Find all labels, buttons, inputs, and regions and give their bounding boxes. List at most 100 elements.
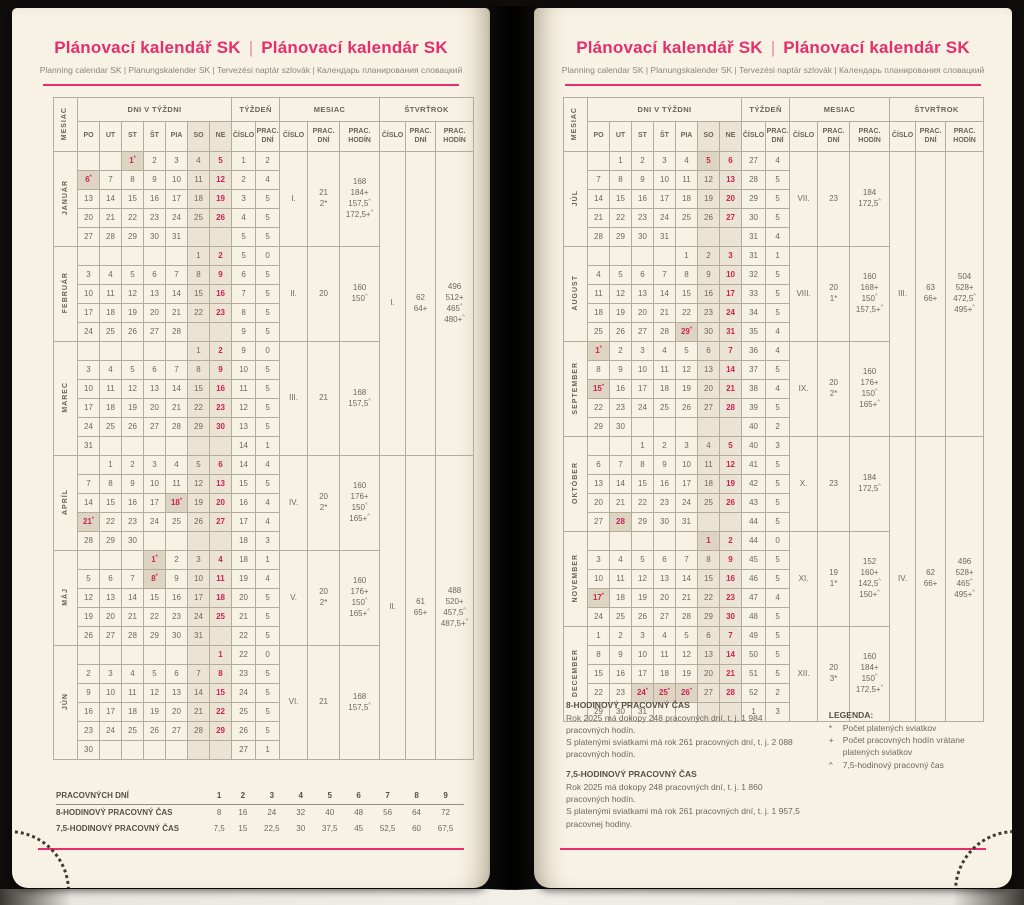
day-cell: 4 xyxy=(675,151,698,171)
month-number: VI. xyxy=(279,645,309,760)
month-number: IX. xyxy=(789,341,819,437)
day-cell xyxy=(587,246,610,266)
day-cell: 30 xyxy=(121,531,144,551)
day-cell: 25 xyxy=(697,493,720,513)
week-number: 34 xyxy=(741,303,767,323)
day-cell: 25 xyxy=(165,512,188,532)
month-name-text: MAREC xyxy=(61,381,69,413)
quarter-hours: 496 528+ 465^ 495+^ xyxy=(945,436,985,722)
value-line: 472,5^ xyxy=(953,293,976,304)
value-line: 176+ xyxy=(350,587,369,597)
month-workdays: 20 2* xyxy=(817,341,851,437)
month-group-header: MESIAC xyxy=(789,97,891,122)
day-cell: 5 xyxy=(675,341,698,361)
day-cell: 28 xyxy=(718,398,743,418)
value-line: 21 xyxy=(319,393,329,403)
day-cell: 27 xyxy=(143,322,166,342)
day-cell: 25 xyxy=(99,417,122,437)
day-cell xyxy=(165,531,188,551)
day-header: SO xyxy=(187,121,210,152)
week-row: 17 18 19 20 21 22 23 12 5 xyxy=(54,398,474,418)
day-cell: 11 xyxy=(99,379,122,399)
day-cell: 15 xyxy=(675,284,698,304)
month-hours: 168 157,5^ xyxy=(339,645,381,760)
week-row: 13 14 15 16 17 18 19 3 5 xyxy=(54,189,474,209)
day-cell: 3 xyxy=(143,455,166,475)
day-cell: 6 xyxy=(143,265,166,285)
day-cell: 6 xyxy=(697,626,720,646)
workdays-value: 37,5 xyxy=(321,823,338,833)
day-cell: 18* xyxy=(165,493,188,513)
day-cell: 18 xyxy=(121,702,144,722)
week-workdays: 5 xyxy=(255,303,281,323)
week-workdays: 5 xyxy=(255,208,281,228)
day-cell: 23 xyxy=(77,721,100,741)
month-hours: 160 184+ 150^ 172,5+^ xyxy=(849,626,891,722)
day-cell: 1 xyxy=(187,341,210,361)
month-hours: 160 168+ 150^ 157,5+^ xyxy=(849,246,891,342)
day-cell: 3 xyxy=(587,550,610,570)
sub-column-header: PRAC. DNÍ xyxy=(255,121,281,152)
week-number: 19 xyxy=(231,569,257,589)
day-cell xyxy=(653,417,676,437)
day-cell: 26 xyxy=(609,322,632,342)
day-cell xyxy=(697,227,720,247)
month-hours: 184 172,5^ xyxy=(849,436,891,532)
day-cell: 14 xyxy=(99,189,122,209)
week-workdays: 4 xyxy=(255,493,281,513)
day-cell: 22 xyxy=(99,512,122,532)
day-cell: 27 xyxy=(653,607,676,627)
day-header: ST xyxy=(121,121,144,152)
day-cell xyxy=(631,417,654,437)
day-cell: 4 xyxy=(609,550,632,570)
day-cell: 5 xyxy=(143,664,166,684)
workdays-value-row: 8-HODINOVÝ PRACOVNÝ ČAS 8 16 24 32 40 48 56 64 72 xyxy=(56,804,464,820)
day-cell: 19 xyxy=(121,303,144,323)
day-cell: 7 xyxy=(718,341,743,361)
week-workdays: 0 xyxy=(765,531,791,551)
value-line: 184 xyxy=(862,188,877,198)
day-cell: 18 xyxy=(99,303,122,323)
week-number: 41 xyxy=(741,455,767,475)
day-cell xyxy=(77,341,100,361)
week-number: 22 xyxy=(231,645,257,665)
week-number: 4 xyxy=(231,208,257,228)
value-line: 1* xyxy=(829,294,838,304)
day-cell: 12 xyxy=(609,284,632,304)
quarter-workdays: 62 64+ xyxy=(405,151,437,456)
day-cell: 15 xyxy=(609,189,632,209)
week-workdays: 5 xyxy=(255,721,281,741)
month-name-label: AUGUST xyxy=(563,246,588,342)
day-cell: 2 xyxy=(165,550,188,570)
week-workdays: 5 xyxy=(765,265,791,285)
quarter-group-header: ŠTVRŤROK xyxy=(889,97,985,122)
day-cell xyxy=(653,531,676,551)
workdays-header-label: PRACOVNÝCH DNÍ xyxy=(56,788,206,805)
day-cell: 28 xyxy=(121,626,144,646)
day-cell: 22 xyxy=(208,702,233,722)
day-cell: 20 xyxy=(208,493,233,513)
day-cell xyxy=(121,246,144,266)
day-cell: 14 xyxy=(165,284,188,304)
day-cell: 29 xyxy=(631,512,654,532)
legend-symbol: + xyxy=(828,735,834,746)
week-workdays: 5 xyxy=(255,474,281,494)
day-cell: 5 xyxy=(675,626,698,646)
week-workdays: 5 xyxy=(765,550,791,570)
day-cell: 30 xyxy=(208,417,233,437)
day-cell: 25 xyxy=(121,721,144,741)
week-group-header: TÝŽDEŇ xyxy=(231,97,281,122)
day-cell: 13 xyxy=(208,474,233,494)
day-cell xyxy=(718,417,743,437)
day-cell: 5 xyxy=(697,151,720,171)
day-cell: 16 xyxy=(609,664,632,684)
workdays-value: 52,5 xyxy=(379,823,396,833)
day-cell: 10 xyxy=(165,170,188,190)
day-cell: 22 xyxy=(187,398,210,418)
value-line: 165+^ xyxy=(349,608,370,619)
month-name-text: APRÍL xyxy=(61,488,69,515)
workdays-count: 3 xyxy=(253,788,291,805)
week-number: 29 xyxy=(741,189,767,209)
day-cell: 21 xyxy=(165,303,188,323)
day-cell: 3 xyxy=(675,436,698,456)
